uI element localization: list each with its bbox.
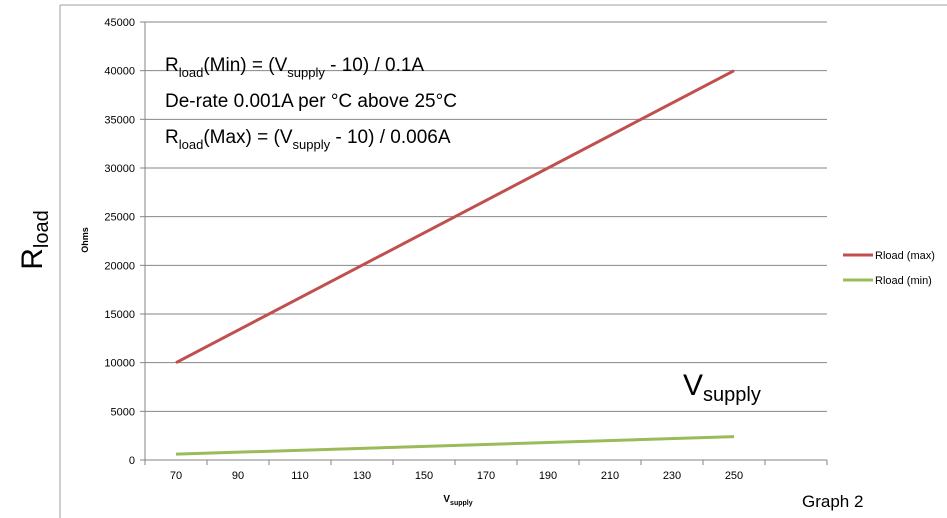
y-tick-labels: 0 5000 10000 15000 20000 25000 30000 35000 40000… (104, 17, 145, 467)
grid-lines (145, 21, 827, 412)
x-tick-label: 210 (601, 470, 619, 482)
x-tick-label: 230 (663, 470, 681, 482)
annot3-b: - 10) / 0.006A (330, 127, 451, 148)
annot3-v-sub: supply (293, 137, 331, 152)
y-tick-label: 15000 (104, 309, 135, 321)
annot1-a: (Min) = (V (203, 55, 287, 76)
y-tick-label: 25000 (104, 212, 135, 224)
series-lines (175, 69, 735, 456)
side-label-main: R (16, 248, 49, 270)
y-tick-label: 0 (129, 455, 135, 467)
x-tick-label: 90 (232, 470, 244, 482)
y-tick-label: 30000 (104, 163, 135, 175)
y-tick-label: 20000 (104, 260, 135, 272)
annot3-r: R (165, 127, 179, 148)
x-axis-label-main: V (443, 494, 450, 505)
vsupply-label-sub: supply (703, 384, 761, 406)
y-tick-label: 10000 (104, 358, 135, 370)
x-tick-label: 250 (725, 470, 743, 482)
x-tick-label: 110 (291, 470, 309, 482)
legend-label: Rload (min) (875, 275, 932, 287)
x-tick-labels: 70 90 110 130 150 170 190 210 230 250 (144, 460, 828, 482)
side-label-rload: Rload (16, 210, 53, 269)
annotation-max-formula: Rload(Max) = (Vsupply - 10) / 0.006A (165, 127, 451, 152)
x-tick-label: 190 (539, 470, 557, 482)
annot1-r-sub: load (179, 65, 204, 80)
annot1-b: - 10) / 0.1A (325, 55, 425, 76)
annotation-derate: De-rate 0.001A per °C above 25°C (165, 91, 457, 112)
x-axis-label-sub: supply (450, 500, 473, 507)
x-tick-label: 150 (415, 470, 433, 482)
x-axis-label: Vsupply (443, 494, 472, 507)
y-axis-label: Ohms (80, 227, 90, 253)
legend-label: Rload (max) (875, 250, 935, 262)
y-tick-label: 35000 (104, 114, 135, 126)
y-tick-label: 5000 (111, 406, 135, 418)
graph-label: Graph 2 (802, 492, 863, 511)
x-tick-label: 70 (170, 470, 182, 482)
annot3-a: (Max) = (V (203, 127, 293, 148)
side-label-sub: load (31, 210, 53, 248)
y-tick-label: 40000 (104, 66, 135, 78)
legend: Rload (max) Rload (min) (843, 250, 935, 287)
x-tick-label: 170 (477, 470, 495, 482)
annot1-v-sub: supply (287, 65, 325, 80)
x-tick-label: 130 (353, 470, 371, 482)
vsupply-label-main: V (683, 369, 703, 402)
annotation-min-formula: Rload(Min) = (Vsupply - 10) / 0.1A (165, 55, 424, 80)
vsupply-label: Vsupply (683, 369, 761, 406)
series-line-rload-max (175, 69, 735, 364)
y-tick-label: 45000 (104, 17, 135, 29)
annot1-r: R (165, 55, 179, 76)
annot3-r-sub: load (179, 137, 204, 152)
series-line-rload-min (175, 435, 735, 456)
